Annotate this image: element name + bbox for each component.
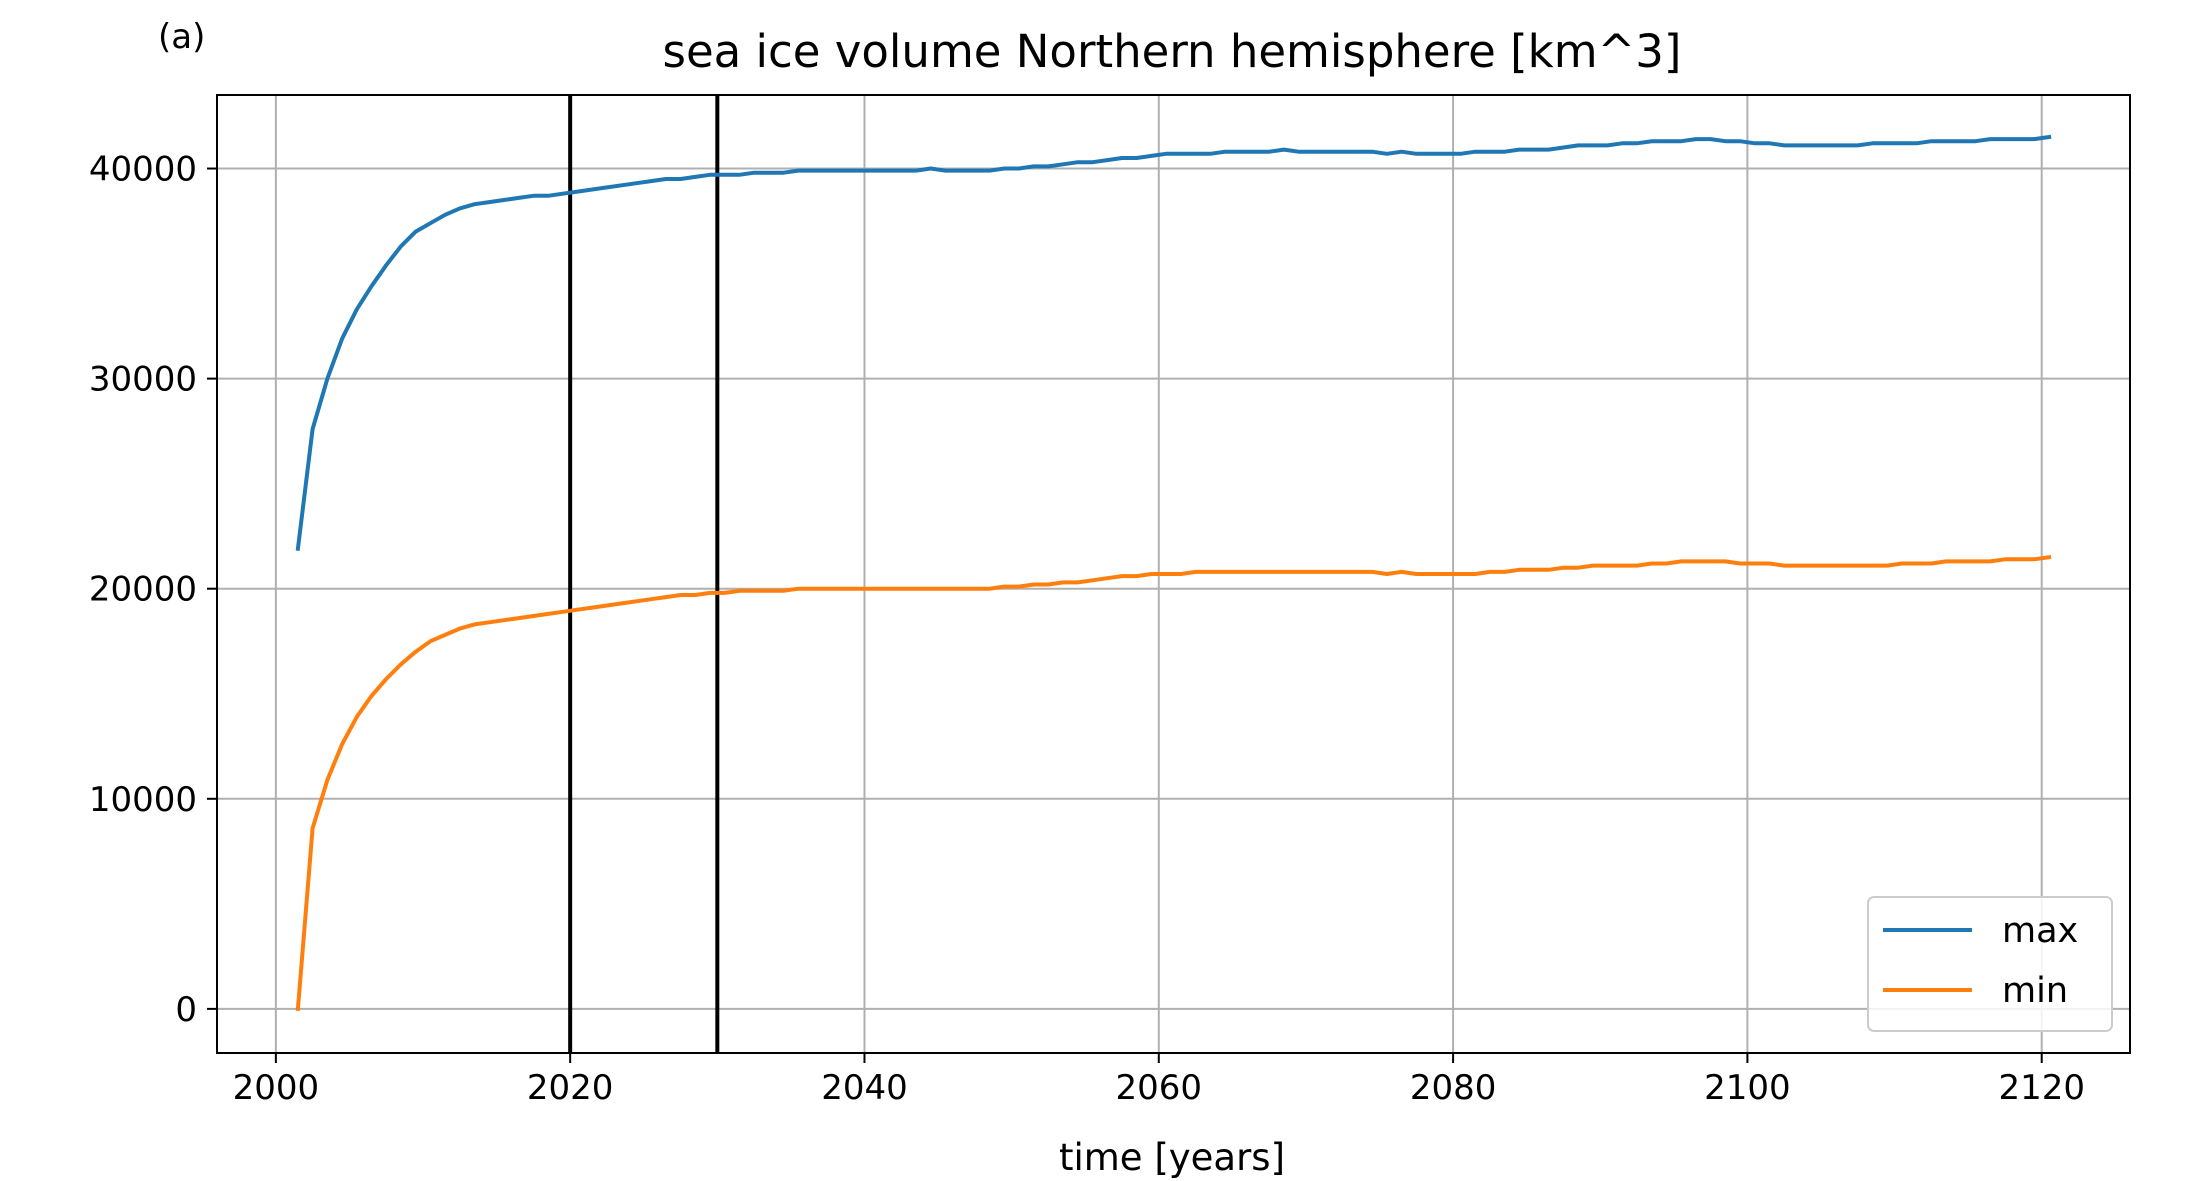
legend-label-max: max	[2002, 911, 2078, 951]
x-tick-label: 2000	[233, 1068, 320, 1108]
x-tick-label: 2080	[1410, 1068, 1497, 1108]
y-tick-label: 30000	[89, 360, 197, 400]
x-tick-label: 2060	[1116, 1068, 1203, 1108]
series-lines	[295, 134, 2052, 1012]
legend-label-min: min	[2002, 971, 2068, 1011]
series-line-max	[295, 134, 2052, 552]
series-line-min	[295, 554, 2052, 1012]
y-tick-label: 0	[175, 990, 197, 1030]
x-tick-label: 2100	[1704, 1068, 1791, 1108]
x-tick-label: 2120	[1998, 1068, 2085, 1108]
y-tick-label: 20000	[89, 570, 197, 610]
legend: max min	[1867, 896, 2113, 1032]
y-ticks: 0 10000 20000 30000 40000	[89, 150, 217, 1030]
y-tick-label: 10000	[89, 780, 197, 820]
chart-title: sea ice volume Northern hemisphere [km^3…	[663, 25, 1682, 78]
x-ticks: 2000 2020 2040 2060 2080 2100 2120	[233, 1053, 2085, 1108]
vertical-markers	[568, 95, 720, 1053]
x-tick-label: 2020	[527, 1068, 614, 1108]
x-axis-label: time [years]	[1059, 1136, 1285, 1179]
y-tick-label: 40000	[89, 150, 197, 190]
plot-frame	[216, 94, 2131, 1054]
panel-label: (a)	[158, 17, 205, 57]
x-tick-label: 2040	[821, 1068, 908, 1108]
